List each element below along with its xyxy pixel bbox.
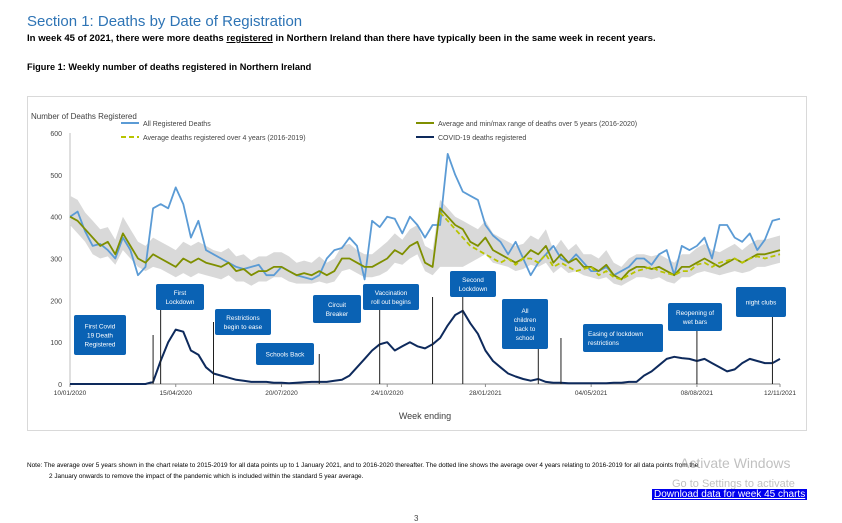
registered-emphasis: registered [226, 33, 273, 44]
min-max-range-band [70, 195, 780, 286]
headline-summary: In week 45 of 2021, there were more deat… [27, 33, 656, 44]
download-data-link[interactable]: Download data for week 45 charts [652, 489, 808, 500]
five-year-average-line [69, 207, 781, 281]
callout-box [583, 324, 663, 352]
chart-note: Note: The average over 5 years shown in … [27, 462, 699, 480]
callout-label: Vaccination roll out begins [371, 290, 411, 306]
y-tick-label: 100 [50, 340, 62, 347]
legend-label-all: All Registered Deaths [143, 121, 211, 128]
all-registered-deaths-line [69, 153, 781, 281]
callout-label: night clubs [746, 300, 777, 307]
x-tick-label: 24/10/2020 [371, 390, 404, 397]
page-number: 3 [414, 514, 419, 523]
callout-label: Second Lockdown [459, 277, 488, 293]
legend-label-avg5: Average and min/max range of deaths over… [438, 121, 637, 128]
legend-label-avg4: Average deaths registered over 4 years (… [143, 135, 306, 142]
x-tick-label: 20/07/2020 [265, 390, 298, 397]
callout-label: Easing of lockdown restrictions [588, 331, 644, 347]
four-year-average-line [439, 211, 781, 281]
callout-box [668, 303, 722, 331]
figure-title: Figure 1: Weekly number of deaths regist… [27, 62, 312, 72]
covid-deaths-line [70, 309, 781, 385]
y-tick-label: 200 [50, 298, 62, 305]
x-tick-label: 10/01/2020 [54, 390, 87, 397]
callout-label: First Lockdown [166, 290, 195, 306]
callout-box [502, 299, 548, 349]
callout-box [215, 309, 271, 335]
y-tick-label: 300 [50, 257, 62, 264]
x-axis-title: Week ending [399, 411, 451, 421]
y-tick-label: 0 [58, 382, 62, 389]
callout-box [736, 287, 786, 317]
x-tick-label: 04/05/2021 [575, 390, 608, 397]
x-tick-label: 28/01/2021 [469, 390, 502, 397]
chart-frame: 0 100 200 300 400 500 600 10/01/2020 15/04/2020 2… [27, 96, 807, 431]
callout-box [256, 343, 314, 365]
callout-box [74, 315, 126, 355]
y-tick-label: 500 [50, 173, 62, 180]
y-tick-label: 600 [50, 131, 62, 138]
y-axis-title: Number of Deaths Registered [31, 112, 137, 121]
callout-box [313, 295, 361, 323]
callout-box [156, 284, 204, 310]
callout-label: Reopening of wet bars [676, 310, 714, 326]
deaths-line-chart: 0 100 200 300 400 500 600 10/01/2020 15/04/2020 2… [31, 112, 796, 421]
y-tick-label: 400 [50, 215, 62, 222]
callout-box [450, 271, 496, 297]
callout-label: Schools Back [266, 352, 306, 359]
x-tick-label: 08/08/2021 [681, 390, 714, 397]
callout-label: Restrictions begin to ease [224, 315, 263, 331]
callout-label: Circuit Breaker [326, 302, 349, 318]
section-title: Section 1: Deaths by Date of Registratio… [27, 13, 303, 30]
legend-label-covid: COVID-19 deaths registered [438, 135, 526, 142]
callout-box [363, 284, 419, 310]
callout-label: All children back to school [514, 308, 537, 342]
callout-label: First Covid 19 Death Registered [85, 324, 116, 349]
x-tick-label: 12/11/2021 [764, 390, 796, 397]
x-tick-label: 15/04/2020 [159, 390, 192, 397]
